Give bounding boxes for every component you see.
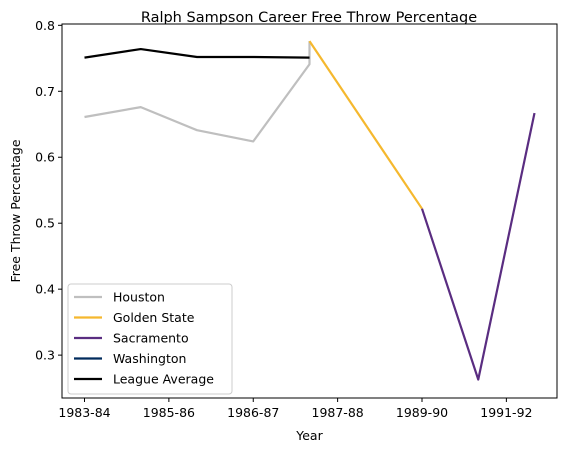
legend: Houston Golden State Sacramento Washington L… bbox=[67, 283, 233, 395]
legend-label: Houston bbox=[113, 290, 165, 305]
x-axis: 1983-84 1985-86 1986-87 1987-88 1989-90 1991-… bbox=[58, 398, 532, 420]
x-tick-label: 1991-92 bbox=[480, 405, 532, 420]
x-tick-label: 1989-90 bbox=[396, 405, 448, 420]
series-line-sacramento bbox=[420, 112, 536, 381]
y-axis-label: Free Throw Percentage bbox=[8, 139, 23, 282]
x-tick-label: 1986-87 bbox=[227, 405, 279, 420]
x-tick-label: 1987-88 bbox=[312, 405, 364, 420]
x-axis-label: Year bbox=[295, 428, 323, 443]
series-line-houston bbox=[84, 41, 311, 143]
y-axis: 0.3 0.4 0.5 0.6 0.7 0.8 bbox=[35, 18, 62, 363]
y-tick-label: 0.5 bbox=[35, 216, 55, 231]
legend-label: League Average bbox=[113, 372, 214, 387]
y-tick-label: 0.6 bbox=[35, 150, 55, 165]
x-tick-label: 1985-86 bbox=[143, 405, 195, 420]
x-tick-label: 1983-84 bbox=[58, 405, 110, 420]
legend-label: Sacramento bbox=[113, 331, 189, 346]
series-line-league-average bbox=[84, 47, 310, 59]
y-tick-label: 0.8 bbox=[35, 18, 55, 33]
y-tick-label: 0.7 bbox=[35, 84, 55, 99]
legend-box bbox=[67, 283, 233, 395]
legend-label: Golden State bbox=[113, 310, 195, 325]
series-layer bbox=[84, 40, 536, 381]
chart-title: Ralph Sampson Career Free Throw Percenta… bbox=[141, 10, 477, 26]
y-tick-label: 0.3 bbox=[35, 348, 55, 363]
y-tick-label: 0.4 bbox=[35, 282, 55, 297]
legend-label: Washington bbox=[113, 351, 186, 366]
plot-frame bbox=[61, 23, 558, 399]
series-line-golden-state bbox=[308, 40, 423, 210]
